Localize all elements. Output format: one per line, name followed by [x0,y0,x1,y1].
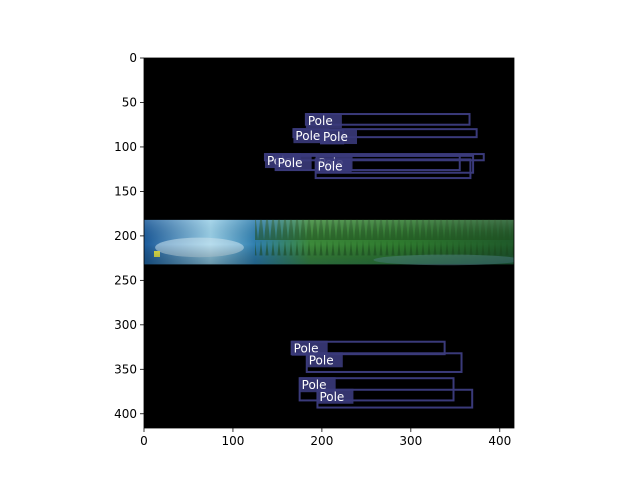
bbox-label-7: Pole [294,342,319,356]
y-axis-ticks: 0 50 100 150 200 250 300 350 400 [114,51,144,421]
x-tick-label: 0 [140,434,148,448]
y-tick-label: 350 [114,362,137,376]
bbox-label-bg-2 [320,129,357,145]
x-tick-label: 200 [310,434,333,448]
bbox-label-bg-8 [306,352,343,368]
bbox-label-10: Pole [319,390,344,404]
bbox-label-0: Pole [308,114,333,128]
y-tick-label: 150 [114,184,137,198]
y-tick-label: 200 [114,229,137,243]
bbox-label-bg-0 [305,113,342,129]
image-strip [144,219,514,266]
bbox-label-bg-6 [315,158,352,174]
bbox-label-8: Pole [309,353,334,367]
x-tick-label: 100 [221,434,244,448]
y-tick-label: 400 [114,407,137,421]
bbox-label-5: Pole [278,156,303,170]
strip-shade [144,219,514,265]
bbox-label-9: Pole [302,378,327,392]
y-tick-label: 250 [114,273,137,287]
bbox-label-6: Pole [318,159,343,173]
x-tick-label: 300 [399,434,422,448]
bbox-label-2: Pole [323,130,348,144]
y-tick-label: 50 [122,95,137,109]
x-axis-ticks: 0 100 200 300 400 [140,428,511,448]
axes-frame [143,57,515,429]
bbox-label-bg-9 [299,377,336,393]
bbox-label-bg-5 [275,154,312,170]
bbox-label-1: Pole [295,129,320,143]
y-tick-label: 300 [114,318,137,332]
bbox-label-bg-10 [317,388,354,404]
bbox-label-bg-7 [291,340,328,356]
y-tick-label: 100 [114,140,137,154]
x-tick-label: 400 [488,434,511,448]
plot-axes: PolePolePolePolePolePolePolePolePolePole… [114,51,515,448]
detection-boxes: PolePolePolePolePolePolePolePolePolePole… [263,113,485,409]
y-tick-label: 0 [129,51,137,65]
bbox-label-bg-1 [293,128,330,144]
